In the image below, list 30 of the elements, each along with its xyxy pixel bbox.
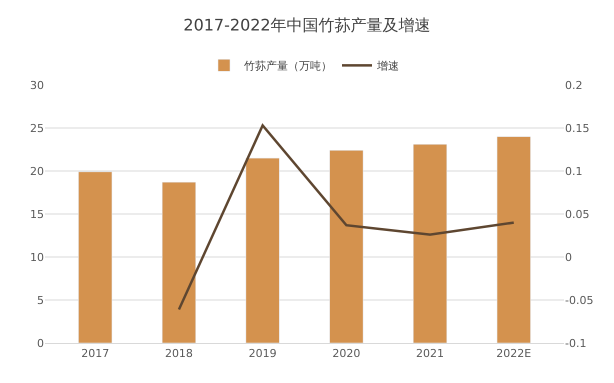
x-tick-label: 2019 [248,347,277,360]
y-tick-label: 10 [30,250,44,264]
y-tick-label: 0 [37,336,44,350]
y-tick-label: 25 [30,122,44,135]
y2-tick-label: -0.1 [565,336,586,350]
bar [246,158,280,343]
bar [496,136,531,343]
y2-tick-label: 0.15 [565,122,590,135]
chart-title: 2017-2022年中国竹荪产量及增速 [183,15,431,34]
y-tick-label: 5 [37,294,44,307]
legend-label: 竹荪产量（万吨） [244,60,332,73]
y-tick-label: 30 [30,78,44,92]
line-series [178,124,516,311]
y-tick-label: 15 [30,208,44,221]
x-tick-label: 2020 [332,347,360,360]
x-tick-label: 2022E [496,347,532,360]
y2-tick-label: -0.05 [565,294,594,307]
bar [162,182,196,343]
bar [413,144,448,343]
x-tick-label: 2018 [164,347,193,360]
bar [329,150,364,343]
x-tick-label: 2021 [416,347,444,360]
bar [78,172,112,343]
x-tick-label: 2017 [81,347,110,360]
y2-tick-label: 0.2 [565,78,582,92]
y2-tick-label: 0.1 [565,164,582,178]
y-tick-label: 20 [30,164,44,178]
y2-tick-label: 0.05 [565,208,590,221]
y2-tick-label: 0 [565,250,572,264]
legend-label: 增速 [376,60,399,73]
